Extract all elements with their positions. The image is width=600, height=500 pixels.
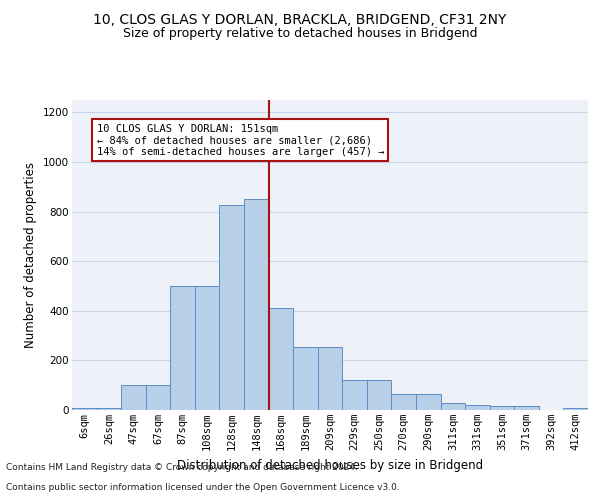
Bar <box>440 402 465 410</box>
Bar <box>269 308 293 410</box>
Bar <box>146 385 170 410</box>
Bar <box>563 408 588 410</box>
Bar <box>293 347 318 410</box>
Bar <box>514 406 539 410</box>
Y-axis label: Number of detached properties: Number of detached properties <box>25 162 37 348</box>
Bar <box>465 405 490 410</box>
Bar <box>244 199 269 410</box>
Text: Contains HM Land Registry data © Crown copyright and database right 2024.: Contains HM Land Registry data © Crown c… <box>6 464 358 472</box>
Text: 10 CLOS GLAS Y DORLAN: 151sqm
← 84% of detached houses are smaller (2,686)
14% o: 10 CLOS GLAS Y DORLAN: 151sqm ← 84% of d… <box>97 124 384 157</box>
X-axis label: Distribution of detached houses by size in Bridgend: Distribution of detached houses by size … <box>177 458 483 471</box>
Bar <box>391 394 416 410</box>
Bar <box>490 406 514 410</box>
Bar <box>195 286 220 410</box>
Bar <box>121 385 146 410</box>
Bar <box>170 286 195 410</box>
Bar <box>342 380 367 410</box>
Bar <box>318 347 342 410</box>
Text: 10, CLOS GLAS Y DORLAN, BRACKLA, BRIDGEND, CF31 2NY: 10, CLOS GLAS Y DORLAN, BRACKLA, BRIDGEN… <box>94 12 506 26</box>
Bar <box>97 408 121 410</box>
Bar <box>416 394 440 410</box>
Text: Size of property relative to detached houses in Bridgend: Size of property relative to detached ho… <box>123 28 477 40</box>
Bar <box>220 206 244 410</box>
Bar <box>72 408 97 410</box>
Bar <box>367 380 391 410</box>
Text: Contains public sector information licensed under the Open Government Licence v3: Contains public sector information licen… <box>6 484 400 492</box>
